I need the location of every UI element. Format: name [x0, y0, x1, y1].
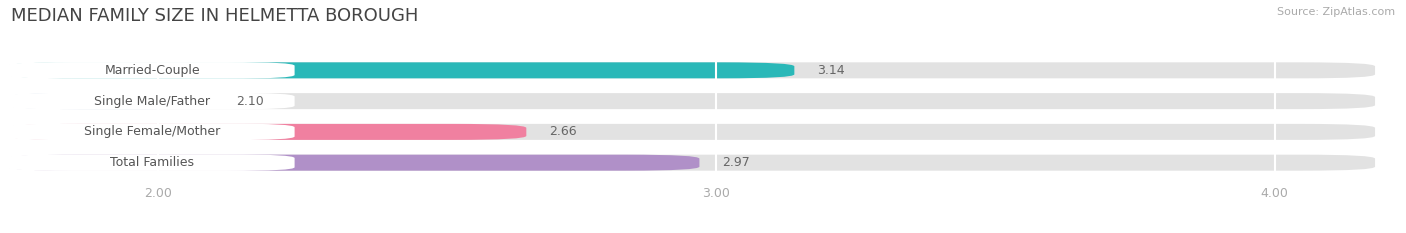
FancyBboxPatch shape	[7, 62, 1375, 78]
FancyBboxPatch shape	[7, 124, 526, 140]
Text: Single Female/Mother: Single Female/Mother	[84, 125, 221, 138]
Text: Married-Couple: Married-Couple	[104, 64, 200, 77]
Text: 2.10: 2.10	[236, 95, 264, 108]
Text: Single Male/Father: Single Male/Father	[94, 95, 211, 108]
FancyBboxPatch shape	[4, 123, 295, 140]
Text: Source: ZipAtlas.com: Source: ZipAtlas.com	[1277, 7, 1395, 17]
FancyBboxPatch shape	[7, 155, 699, 171]
Text: 3.14: 3.14	[817, 64, 845, 77]
FancyBboxPatch shape	[4, 154, 295, 171]
FancyBboxPatch shape	[7, 93, 1375, 109]
FancyBboxPatch shape	[7, 62, 794, 78]
Text: Total Families: Total Families	[110, 156, 194, 169]
FancyBboxPatch shape	[4, 93, 295, 110]
FancyBboxPatch shape	[7, 93, 214, 109]
FancyBboxPatch shape	[4, 62, 295, 79]
FancyBboxPatch shape	[7, 155, 1375, 171]
Text: 2.66: 2.66	[548, 125, 576, 138]
Text: MEDIAN FAMILY SIZE IN HELMETTA BOROUGH: MEDIAN FAMILY SIZE IN HELMETTA BOROUGH	[11, 7, 419, 25]
FancyBboxPatch shape	[7, 124, 1375, 140]
Text: 2.97: 2.97	[721, 156, 749, 169]
